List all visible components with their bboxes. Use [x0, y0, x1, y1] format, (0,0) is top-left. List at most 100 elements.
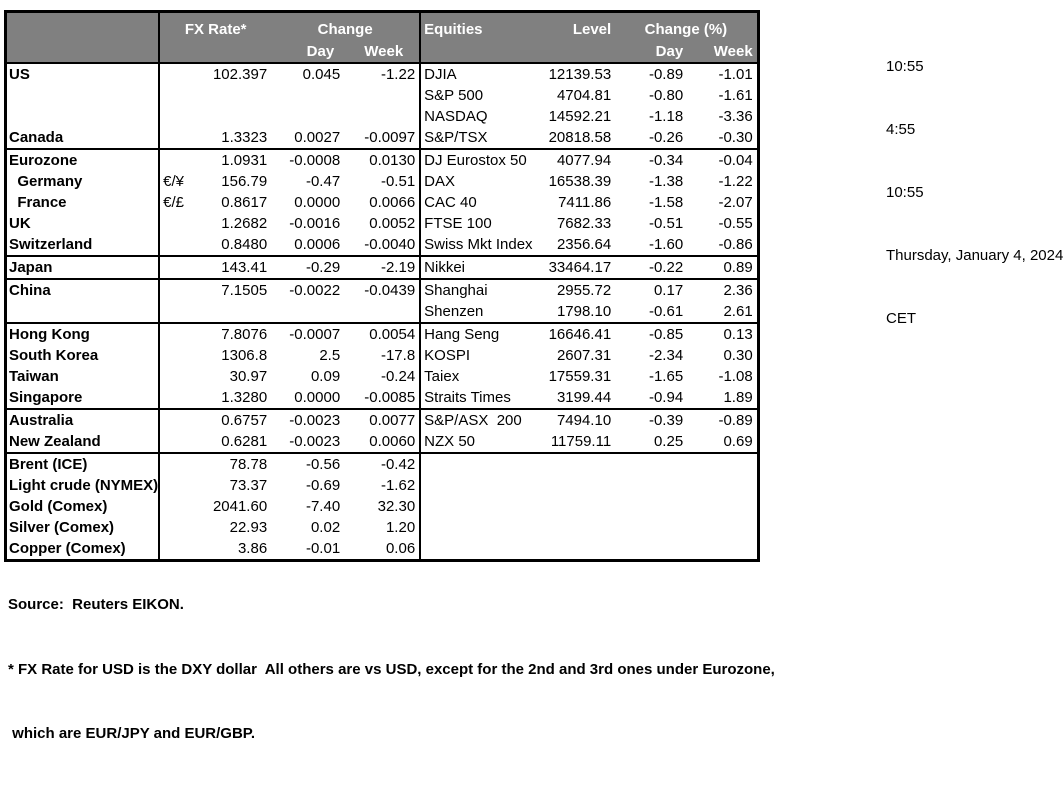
fx-country-cell: Hong Kong	[5, 323, 161, 345]
equity-day-cell: -1.38	[648, 173, 684, 190]
equity-level-cell: 2607.31	[556, 347, 612, 364]
fx-day-cell: -0.0008	[289, 152, 341, 169]
fx-rate-cell: 1.3280	[203, 387, 272, 410]
equity-day-cell: -0.94	[615, 387, 688, 410]
fx-week-cell: 0.0066	[369, 194, 416, 211]
equity-name-cell: Hang Seng	[419, 323, 544, 345]
fx-day-cell: -0.47	[305, 173, 341, 190]
fx-day-cell: -0.56	[305, 456, 341, 473]
fx-rate-header: FX Rate*	[159, 11, 272, 41]
fx-country-cell	[5, 85, 161, 106]
equity-name-cell: NZX 50	[419, 431, 544, 454]
fx-day-cell: 0.09	[310, 368, 341, 385]
equity-day-cell: -0.85	[648, 326, 684, 343]
fx-country-cell: Gold (Comex)	[5, 496, 161, 517]
update-time-3: 10:55	[886, 184, 924, 201]
equities-header: Equities	[419, 11, 544, 41]
equity-name-cell: DJ Eurostox 50	[419, 149, 544, 171]
table-row: Gold (Comex) 2041.60 -7.40 32.30	[5, 496, 759, 517]
fx-rate-cell: 143.41	[203, 256, 272, 280]
equity-week-header: Week	[687, 41, 759, 64]
equity-day-cell: -0.80	[648, 87, 684, 104]
header-blank	[5, 41, 161, 64]
fx-week-cell: -1.62	[380, 477, 416, 494]
equity-week-cell: -2.07	[718, 194, 753, 211]
table-row: UK 1.2682 -0.0016 0.0052 FTSE 100 7682.33 -0.5…	[5, 213, 759, 234]
equity-name-cell: CAC 40	[419, 192, 544, 213]
equity-week-cell	[687, 517, 758, 538]
table-row: France €/£ 0.8617 0.0000 0.0066 CAC 40 7411.86…	[5, 192, 759, 213]
timezone-label: CET	[886, 310, 916, 327]
fx-country-cell: Switzerland	[5, 234, 161, 257]
equity-level-cell	[543, 453, 615, 475]
fx-country-cell: Canada	[5, 127, 161, 150]
fx-week-cell: 32.30	[377, 498, 416, 515]
equity-week-cell: -3.36	[718, 108, 753, 125]
fx-day-cell: -0.29	[271, 256, 345, 280]
fx-week-cell: -0.0097	[344, 127, 421, 150]
fx-week-cell: -0.24	[380, 368, 416, 385]
fx-country-cell: Australia	[5, 409, 161, 431]
fx-equities-table: FX Rate* Change Equities Level Change (%…	[4, 10, 760, 562]
fx-rate-cell: 3.86	[237, 540, 268, 557]
fx-week-cell: -0.0040	[344, 234, 421, 257]
equity-week-cell: 2.61	[687, 301, 759, 324]
fx-day-cell: 0.02	[310, 519, 341, 536]
equity-week-cell: -1.08	[718, 368, 753, 385]
source-note: Source: Reuters EIKON.	[8, 596, 184, 613]
fx-country-cell	[5, 301, 161, 324]
fx-rate-cell	[203, 106, 271, 127]
header-blank	[159, 41, 204, 64]
fx-rate-cell: 1.3323	[203, 127, 272, 150]
fx-country-cell: Silver (Comex)	[5, 517, 161, 538]
fx-week-cell	[344, 106, 420, 127]
fx-pair-cell	[159, 323, 203, 345]
fx-week-cell: 0.0130	[369, 152, 416, 169]
table-row: Silver (Comex) 22.93 0.02 1.20	[5, 517, 759, 538]
equity-day-cell: -0.39	[648, 412, 684, 429]
table-row: Germany €/¥ 156.79 -0.47 -0.51 DAX 16538.39 -1.…	[5, 171, 759, 192]
fx-day-cell: 0.0006	[271, 234, 345, 257]
equity-week-cell: 0.69	[687, 431, 759, 454]
fx-week-cell: -0.0085	[344, 387, 421, 410]
equity-week-cell: -0.86	[687, 234, 759, 257]
fx-pair-cell: €/¥	[163, 173, 185, 190]
equity-name-cell: NASDAQ	[419, 106, 544, 127]
fx-rate-cell: 2041.60	[212, 498, 268, 515]
fx-week-cell: -1.22	[380, 66, 416, 83]
equity-name-cell: S&P 500	[419, 85, 544, 106]
table-row: Japan 143.41 -0.29 -2.19 Nikkei 33464.17 -0.22…	[5, 256, 759, 280]
fx-rate-cell: 7.1505	[221, 282, 268, 299]
header-row-1: FX Rate* Change Equities Level Change (%…	[5, 11, 759, 41]
fx-pair-cell	[159, 496, 203, 517]
fx-day-cell: 0.0027	[271, 127, 345, 150]
fx-week-cell: -2.19	[344, 256, 421, 280]
fx-week-cell: 0.0052	[369, 215, 416, 232]
equity-day-cell: -0.89	[648, 66, 684, 83]
fx-day-cell: 2.5	[319, 347, 341, 364]
fx-rate-cell: 1.0931	[221, 152, 268, 169]
table-row: Eurozone 1.0931 -0.0008 0.0130 DJ Eurostox 5…	[5, 149, 759, 171]
fx-country-cell: Taiwan	[5, 366, 161, 387]
table-row: Brent (ICE) 78.78 -0.56 -0.42	[5, 453, 759, 475]
equity-name-cell: FTSE 100	[419, 213, 544, 234]
table-row: New Zealand 0.6281 -0.0023 0.0060 NZX 50 1175…	[5, 431, 759, 454]
fx-rate-cell: 78.78	[229, 456, 268, 473]
level-header: Level	[543, 11, 616, 41]
fx-country-cell: Japan	[5, 256, 161, 280]
equity-level-cell: 16538.39	[548, 173, 612, 190]
header-row-2: Day Week Day Week	[5, 41, 759, 64]
fx-week-cell: 1.20	[385, 519, 416, 536]
table-row: US 102.397 0.045 -1.22 DJIA 12139.53 -0.89 -1.0…	[5, 63, 759, 85]
fx-country-cell: Eurozone	[5, 149, 161, 171]
header-blank	[543, 41, 616, 64]
equity-name-cell	[419, 538, 544, 561]
equity-level-cell: 4077.94	[556, 152, 612, 169]
fx-day-cell	[271, 301, 345, 324]
equity-level-cell: 12139.53	[548, 66, 612, 83]
equity-name-cell	[419, 496, 544, 517]
fx-country-cell: Brent (ICE)	[5, 453, 161, 475]
fx-day-cell: 0.045	[302, 66, 341, 83]
equity-level-cell: 4704.81	[556, 87, 612, 104]
equity-day-cell	[615, 453, 687, 475]
